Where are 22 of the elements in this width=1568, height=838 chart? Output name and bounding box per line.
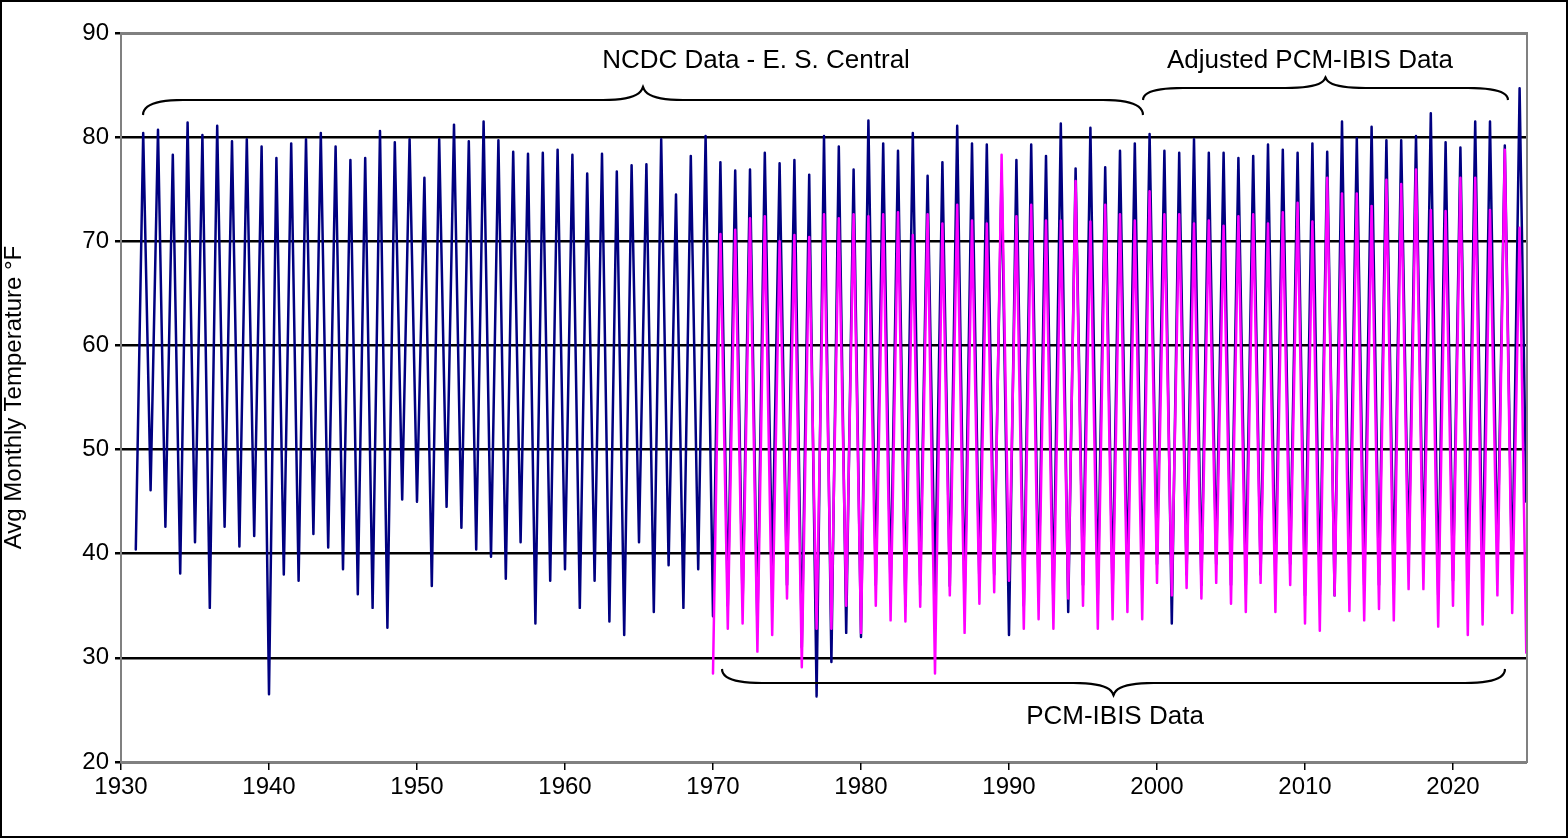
x-tick-label: 1970 <box>686 772 740 800</box>
x-tick-label: 1990 <box>982 772 1036 800</box>
x-tick-label: 1980 <box>834 772 888 800</box>
y-tick-label: 90 <box>82 17 109 45</box>
x-tick-label: 2020 <box>1426 772 1480 800</box>
y-tick-label: 20 <box>82 746 109 774</box>
y-tick-label: 70 <box>82 225 109 253</box>
y-tick-label: 80 <box>82 121 109 149</box>
x-tick-label: 1960 <box>538 772 592 800</box>
x-tick-label: 1950 <box>390 772 444 800</box>
y-axis-title: Avg Monthly Temperature °F <box>0 245 27 550</box>
y-tick-label: 60 <box>82 330 109 358</box>
y-tick-label: 50 <box>82 434 109 462</box>
annotation: NCDC Data - E. S. Central <box>602 44 910 75</box>
x-tick-label: 2000 <box>1130 772 1184 800</box>
x-tick-label: 1930 <box>94 772 148 800</box>
annotation: Adjusted PCM-IBIS Data <box>1166 44 1454 75</box>
y-tick-label: 40 <box>82 538 109 566</box>
annotation: PCM-IBIS Data <box>1026 700 1204 731</box>
x-tick-label: 2010 <box>1278 772 1332 800</box>
x-tick-label: 1940 <box>242 772 296 800</box>
y-tick-label: 30 <box>82 642 109 670</box>
